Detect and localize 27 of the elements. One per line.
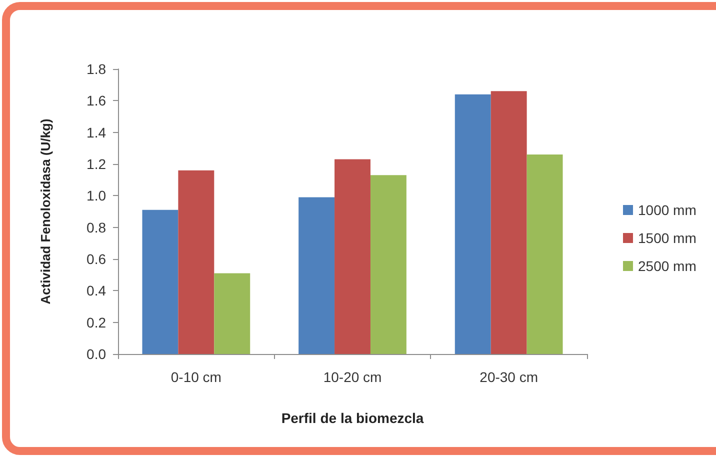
bar — [454, 94, 491, 354]
y-tick-label: 1.4 — [86, 124, 106, 140]
bar — [334, 159, 370, 354]
x-tick-label: 10-20 cm — [323, 369, 382, 385]
y-tick-label: 0.8 — [86, 219, 106, 236]
bar — [298, 197, 335, 354]
y-tick-label: 0.6 — [86, 251, 106, 267]
bar — [370, 175, 406, 354]
y-tick-label: 1.8 — [86, 61, 106, 77]
y-tick-label: 1.2 — [86, 156, 106, 172]
bar — [142, 210, 178, 354]
bar — [526, 154, 563, 354]
x-tick-label: 20-30 cm — [480, 369, 538, 385]
y-axis-title: Actividad Fenoloxidasa (U/kg) — [38, 118, 53, 304]
bar — [178, 170, 214, 354]
x-tick-label: 0-10 cm — [170, 369, 222, 385]
legend-label: 1500 mm — [638, 230, 696, 246]
y-tick-label: 0.0 — [86, 346, 106, 362]
y-tick-label: 0.4 — [86, 282, 106, 299]
y-tick-label: 0.2 — [86, 314, 106, 330]
x-axis-title: Perfil de la biomezcla — [281, 410, 424, 426]
y-tick-label: 1.0 — [86, 188, 106, 204]
legend-label: 1000 mm — [638, 202, 696, 218]
legend-label: 2500 mm — [638, 258, 696, 274]
y-tick-label: 1.6 — [86, 92, 106, 109]
bar — [214, 273, 250, 354]
bar — [490, 91, 527, 354]
